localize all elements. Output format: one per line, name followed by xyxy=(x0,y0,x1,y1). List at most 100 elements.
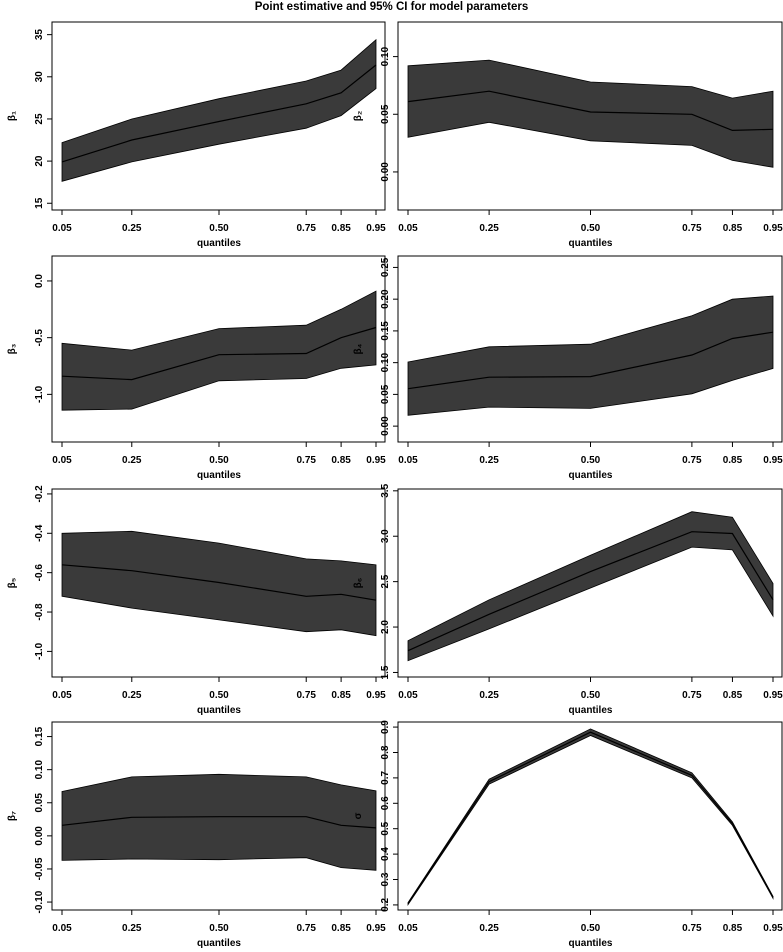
panel-beta2-x-tick-label: 0.25 xyxy=(479,223,499,234)
panel-beta6-y-tick-label: 3.0 xyxy=(380,529,391,543)
panel-beta1-x-tick-label: 0.75 xyxy=(296,223,316,234)
panel-sigma-estimate-line xyxy=(407,731,774,904)
panel-beta5-y-tick-label: -0.4 xyxy=(34,524,45,542)
panel-beta1-x-tick-label: 0.95 xyxy=(366,223,386,234)
panel-sigma-x-tick-label: 0.25 xyxy=(479,923,499,934)
panel-beta2-x-tick-label: 0.85 xyxy=(723,223,743,234)
panel-beta3-y-axis-label: β₃ xyxy=(7,343,18,354)
panel-beta1-x-axis-label: quantiles xyxy=(197,238,241,249)
panel-beta4-y-tick-label: 0.15 xyxy=(380,321,391,341)
panel-beta7-y-tick-label: -0.05 xyxy=(34,857,45,880)
panel-beta1-x-tick-label: 0.25 xyxy=(122,223,142,234)
panel-beta7-x-axis-label: quantiles xyxy=(197,938,241,949)
panel-sigma-y-tick-label: 0.7 xyxy=(380,771,391,785)
panel-beta7-x-tick-label: 0.75 xyxy=(296,923,316,934)
panel-beta1-x-tick-label: 0.85 xyxy=(331,223,351,234)
panel-beta3-x-tick-label: 0.25 xyxy=(122,455,142,466)
panel-beta3-y-tick-label: -0.5 xyxy=(34,329,45,347)
panel-sigma-y-tick-label: 0.3 xyxy=(380,872,391,886)
panel-beta3-x-tick-label: 0.05 xyxy=(52,455,72,466)
panel-beta4-y-axis-label: β₄ xyxy=(353,343,364,354)
panel-beta4-x-tick-label: 0.05 xyxy=(398,455,418,466)
panel-beta1-y-tick-label: 25 xyxy=(34,113,45,125)
panel-beta5-x-tick-label: 0.25 xyxy=(122,690,142,701)
panel-sigma-x-tick-label: 0.85 xyxy=(723,923,743,934)
panel-beta7-x-tick-label: 0.50 xyxy=(209,923,229,934)
panel-beta1-ci-band xyxy=(61,38,377,182)
panel-sigma-x-tick-label: 0.75 xyxy=(682,923,702,934)
panel-beta5-x-tick-label: 0.50 xyxy=(209,690,229,701)
panel-beta5-ci-band xyxy=(61,530,377,637)
panel-beta7-y-tick-label: -0.10 xyxy=(34,890,45,913)
panel-sigma-y-tick-label: 0.6 xyxy=(380,796,391,810)
panel-beta4-y-tick-label: 0.20 xyxy=(380,289,391,309)
panel-beta6-ci-band xyxy=(407,511,774,662)
panel-beta1-y-tick-label: 15 xyxy=(34,197,45,209)
panel-beta3-y-tick-label: 0.0 xyxy=(34,274,45,288)
panel-beta1-estimate-line xyxy=(61,64,377,163)
panel-beta2-y-tick-label: 0.05 xyxy=(380,104,391,124)
panel-beta6-x-axis-label: quantiles xyxy=(569,705,613,716)
panel-beta1-x-tick-label: 0.05 xyxy=(52,223,72,234)
panel-beta5-y-axis-label: β₅ xyxy=(7,577,18,588)
panel-beta3-ci-band xyxy=(61,290,377,411)
panel-beta4-x-tick-label: 0.25 xyxy=(479,455,499,466)
panel-sigma-ci-band xyxy=(407,728,774,907)
panel-beta3-estimate-line xyxy=(61,326,377,381)
panel-beta5-x-tick-label: 0.05 xyxy=(52,690,72,701)
panel-sigma-y-tick-label: 0.2 xyxy=(380,898,391,912)
panel-beta4-x-tick-label: 0.95 xyxy=(763,455,783,466)
panel-beta4-x-axis-label: quantiles xyxy=(569,470,613,481)
panel-beta7-y-tick-label: 0.05 xyxy=(34,793,45,813)
panel-beta7-y-axis-label: β₇ xyxy=(7,811,18,821)
panel-beta2-y-tick-label: 0.10 xyxy=(380,46,391,66)
panel-beta7-x-tick-label: 0.95 xyxy=(366,923,386,934)
panel-beta6-x-tick-label: 0.05 xyxy=(398,690,418,701)
panel-beta4-x-tick-label: 0.75 xyxy=(682,455,702,466)
panel-beta3-x-tick-label: 0.95 xyxy=(366,455,386,466)
panel-beta1-y-tick-label: 35 xyxy=(34,29,45,41)
panel-beta6-x-tick-label: 0.85 xyxy=(723,690,743,701)
panel-beta7-ci-band xyxy=(61,773,377,871)
panel-beta4-y-tick-label: 0.05 xyxy=(380,384,391,404)
panel-beta3-x-tick-label: 0.75 xyxy=(296,455,316,466)
panel-beta7-y-tick-label: 0.10 xyxy=(34,760,45,780)
panel-sigma-x-tick-label: 0.50 xyxy=(581,923,601,934)
panel-beta6-x-tick-label: 0.25 xyxy=(479,690,499,701)
panel-beta4-y-tick-label: 0.10 xyxy=(380,352,391,372)
panel-sigma-y-axis-label: σ xyxy=(353,812,364,819)
panel-sigma-x-tick-label: 0.95 xyxy=(763,923,783,934)
panel-sigma-y-tick-label: 0.9 xyxy=(380,720,391,734)
panel-beta4-x-tick-label: 0.85 xyxy=(723,455,743,466)
panel-beta6-y-tick-label: 2.5 xyxy=(380,574,391,588)
panel-beta2-y-axis-label: β₂ xyxy=(353,111,364,122)
panel-beta7-x-tick-label: 0.25 xyxy=(122,923,142,934)
panel-sigma-x-axis-label: quantiles xyxy=(569,938,613,949)
panel-beta6-y-tick-label: 1.5 xyxy=(380,665,391,679)
panel-beta7-estimate-line xyxy=(61,816,377,829)
panel-beta6-estimate-line xyxy=(407,531,774,652)
panel-sigma-y-tick-label: 0.8 xyxy=(380,745,391,759)
panel-beta2-y-tick-label: 0.00 xyxy=(380,162,391,182)
panel-beta5-y-tick-label: -0.6 xyxy=(34,564,45,582)
panel-beta2-estimate-line xyxy=(407,90,774,132)
panel-beta4-y-tick-label: 0.25 xyxy=(380,257,391,277)
panel-beta5-estimate-line xyxy=(61,564,377,601)
panel-beta4-estimate-line xyxy=(407,331,774,390)
panel-beta1-y-axis-label: β₁ xyxy=(7,111,18,121)
panel-beta3-y-tick-label: -1.0 xyxy=(34,385,45,403)
panel-beta4-y-tick-label: 0.00 xyxy=(380,416,391,436)
panel-beta6-x-tick-label: 0.95 xyxy=(763,690,783,701)
panel-beta6-x-tick-label: 0.75 xyxy=(682,690,702,701)
panel-beta7-x-tick-label: 0.05 xyxy=(52,923,72,934)
panel-beta5-x-tick-label: 0.75 xyxy=(296,690,316,701)
panel-beta5-y-tick-label: -0.2 xyxy=(34,485,45,503)
panel-beta7-y-tick-label: 0.00 xyxy=(34,826,45,846)
panel-beta7-y-tick-label: 0.15 xyxy=(34,726,45,746)
panel-beta1-y-tick-label: 30 xyxy=(34,71,45,83)
panel-beta4-ci-band xyxy=(407,295,774,416)
panel-beta2-x-tick-label: 0.95 xyxy=(763,223,783,234)
panel-beta5-x-tick-label: 0.85 xyxy=(331,690,351,701)
panel-beta5-x-axis-label: quantiles xyxy=(197,705,241,716)
panel-beta5-y-tick-label: -1.0 xyxy=(34,642,45,660)
